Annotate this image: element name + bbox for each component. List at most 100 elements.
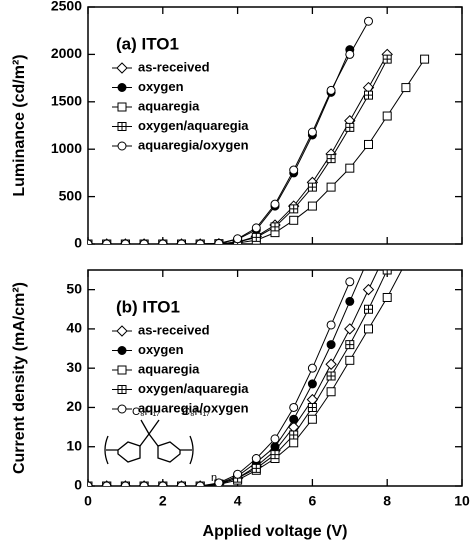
marker — [117, 141, 127, 151]
y-tick-label: 10 — [66, 437, 82, 453]
marker — [402, 258, 410, 266]
series-line — [88, 20, 369, 244]
marker — [289, 402, 299, 412]
marker — [345, 49, 355, 59]
marker — [102, 239, 112, 244]
marker — [289, 215, 299, 225]
plot-frame — [87, 6, 463, 245]
marker — [117, 365, 127, 375]
marker — [116, 325, 128, 337]
marker — [102, 481, 112, 486]
marker — [307, 414, 317, 424]
legend-label: aquaregia — [138, 361, 200, 376]
marker — [139, 239, 149, 244]
series-line — [88, 270, 364, 486]
marker — [307, 363, 317, 373]
marker — [382, 54, 392, 64]
marker — [420, 54, 430, 64]
marker — [326, 182, 336, 192]
x-tick-label: 6 — [309, 493, 317, 509]
marker — [289, 204, 299, 214]
x-axis-label: Applied voltage (V) — [203, 523, 348, 540]
marker — [116, 62, 128, 74]
marker — [364, 90, 373, 100]
y-axis-label: Current density (mA/cm²) — [11, 282, 28, 474]
chemical-structure — [104, 419, 194, 465]
marker — [88, 481, 93, 486]
marker — [345, 340, 355, 350]
legend-label: as-received — [138, 322, 210, 337]
marker — [270, 434, 280, 444]
marker — [158, 481, 168, 486]
marker — [251, 223, 261, 233]
marker — [117, 404, 127, 414]
legend-label: as-received — [138, 59, 210, 74]
marker — [117, 346, 127, 355]
marker — [345, 163, 355, 173]
marker — [364, 16, 373, 26]
marker — [289, 165, 299, 175]
marker — [289, 438, 299, 448]
marker — [345, 122, 355, 132]
marker — [382, 270, 392, 275]
plot-area — [88, 258, 410, 486]
y-tick-label: 30 — [66, 359, 82, 375]
marker — [117, 83, 127, 92]
marker — [382, 292, 392, 302]
marker — [362, 283, 375, 296]
marker — [382, 111, 392, 121]
y-tick-label: 40 — [66, 320, 82, 336]
legend-label: aquaregia/oxygen — [138, 400, 249, 415]
y-tick-label: 20 — [66, 398, 82, 414]
x-tick-label: 8 — [383, 493, 391, 509]
marker — [251, 232, 261, 242]
structure-label: n — [211, 472, 217, 484]
marker — [307, 379, 317, 389]
y-tick-label: 0 — [74, 477, 82, 493]
marker — [326, 371, 336, 381]
marker — [270, 442, 280, 452]
y-tick-label: 1000 — [51, 140, 82, 156]
plot-area — [88, 16, 430, 244]
y-tick-label: 2500 — [51, 0, 82, 14]
marker — [117, 102, 127, 112]
marker — [270, 222, 280, 232]
marker — [117, 385, 127, 394]
marker — [270, 199, 280, 209]
legend-label: oxygen — [138, 79, 184, 94]
marker — [307, 201, 317, 211]
marker — [364, 139, 373, 149]
panel-label: (b) ITO1 — [116, 297, 180, 316]
marker — [289, 414, 299, 424]
marker — [251, 454, 261, 464]
marker — [195, 481, 205, 486]
x-tick-label: 4 — [234, 493, 242, 509]
marker — [120, 239, 130, 244]
marker — [364, 304, 373, 314]
legend-label: oxygen — [138, 342, 184, 357]
marker — [251, 463, 261, 473]
structure-label: C₈H₁₇ — [182, 406, 210, 418]
marker — [270, 450, 280, 460]
marker — [307, 402, 317, 412]
legend-label: aquaregia — [138, 98, 200, 113]
marker — [345, 296, 355, 306]
marker — [344, 323, 356, 335]
marker — [120, 481, 130, 486]
marker — [326, 85, 336, 95]
marker — [307, 127, 317, 137]
marker — [177, 239, 186, 244]
marker — [139, 481, 149, 486]
y-tick-label: 1500 — [51, 93, 82, 109]
x-tick-label: 10 — [454, 493, 470, 509]
x-tick-label: 2 — [159, 493, 167, 509]
marker — [195, 239, 205, 244]
y-tick-label: 2000 — [51, 45, 82, 61]
series-line — [88, 270, 403, 486]
marker — [88, 239, 93, 244]
marker — [325, 358, 337, 370]
y-tick-label: 500 — [59, 187, 83, 203]
marker — [326, 320, 336, 330]
structure-label: C₈H₁₇ — [132, 406, 160, 418]
marker — [326, 387, 336, 397]
